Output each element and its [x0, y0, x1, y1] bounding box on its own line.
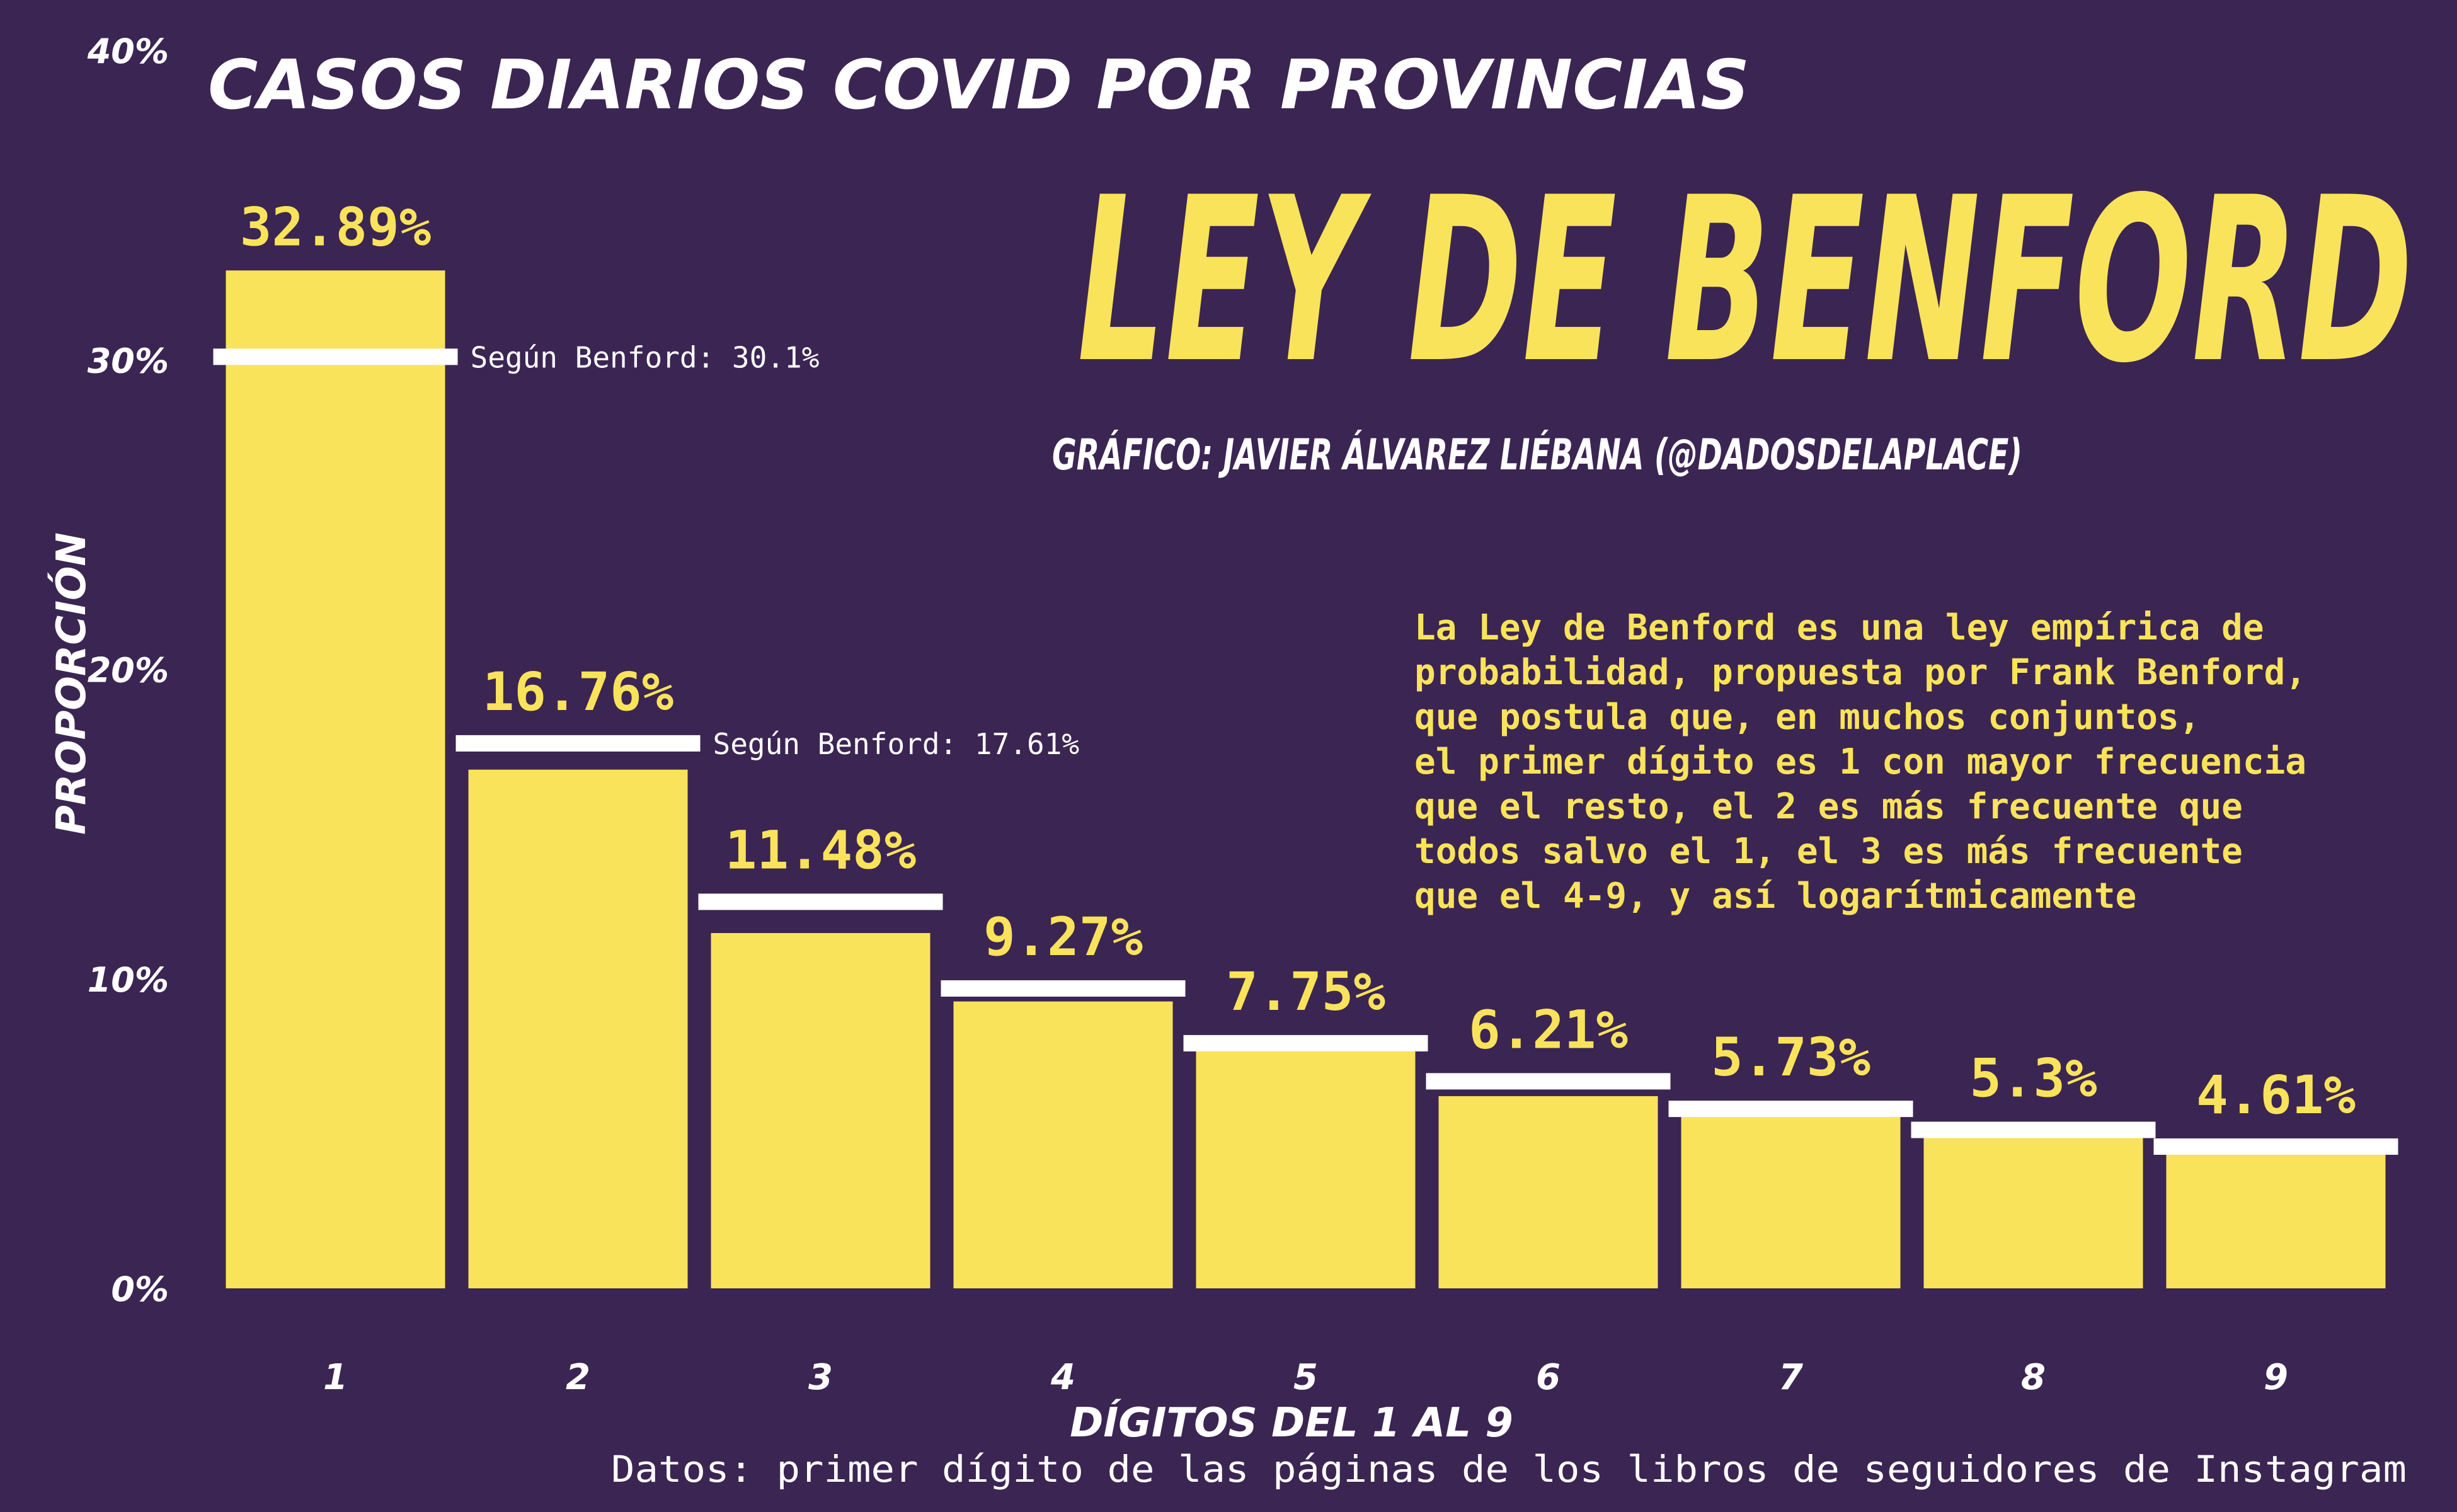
y-tick-label: 20%	[88, 651, 169, 690]
bar-digit-1	[226, 270, 445, 1288]
x-tick-label: 4	[1050, 1357, 1075, 1398]
y-tick-label: 0%	[111, 1269, 169, 1309]
x-tick-label: 6	[1536, 1357, 1561, 1398]
benford-line-digit-3	[698, 893, 943, 910]
chart-subtitle: CASOS DIARIOS COVID POR PROVINCIAS	[208, 46, 1750, 125]
x-tick-label: 2	[566, 1357, 590, 1398]
description-block: La Ley de Benford es una ley empírica de…	[1414, 607, 2306, 917]
y-axis-label: PROPORCIÓN	[47, 532, 95, 835]
benford-line-digit-7	[1668, 1101, 1913, 1118]
benford-line-digit-6	[1426, 1073, 1671, 1090]
bar-value-label: 5.73%	[1711, 1026, 1870, 1088]
y-axis-ticks: 0% 10% 20% 30% 40%	[87, 32, 169, 1309]
y-tick-label: 30%	[88, 341, 169, 381]
bar-value-label: 11.48%	[725, 819, 916, 881]
y-tick-label: 40%	[87, 32, 169, 71]
benford-reference-lines: Según Benford: 30.1% Según Benford: 17.61…	[213, 340, 2398, 1155]
bar-digit-9	[2166, 1145, 2386, 1288]
x-tick-label: 8	[2021, 1357, 2046, 1398]
bar-digit-8	[1923, 1124, 2143, 1288]
benford-line-digit-1	[213, 348, 458, 365]
description-line: el primer dígito es 1 con mayor frecuenc…	[1414, 742, 2306, 782]
description-line: que postula que, en muchos conjuntos,	[1414, 697, 2200, 738]
description-line: que el resto, el 2 es más frecuente que	[1414, 786, 2243, 827]
bar-value-label: 6.21%	[1469, 999, 1628, 1060]
y-tick-label: 10%	[88, 960, 169, 1000]
bar-value-label: 16.76%	[483, 661, 673, 723]
description-line: que el 4-9, y así logarítmicamente	[1414, 876, 2136, 917]
chart-credit: GRÁFICO: JAVIER ÁLVAREZ LIÉBANA (@DADOSD…	[1052, 430, 2022, 480]
benford-annotation: Según Benford: 30.1%	[471, 340, 820, 374]
benford-annotation: Según Benford: 17.61%	[713, 727, 1080, 761]
bar-value-label: 7.75%	[1226, 961, 1385, 1022]
x-axis-label: DÍGITOS DEL 1 AL 9	[1070, 1399, 1513, 1446]
bars	[226, 270, 2386, 1288]
x-axis-ticks: 1 2 3 4 5 6 7 8 9	[323, 1357, 2288, 1398]
bar-digit-3	[711, 933, 931, 1288]
description-line: La Ley de Benford es una ley empírica de	[1414, 607, 2264, 648]
bar-value-label: 32.89%	[240, 196, 431, 258]
x-tick-label: 1	[323, 1357, 348, 1398]
bar-digit-7	[1681, 1111, 1901, 1288]
x-tick-label: 3	[808, 1357, 833, 1398]
bar-value-label: 5.3%	[1969, 1047, 2097, 1109]
bar-digit-2	[468, 769, 688, 1288]
description-line: probabilidad, propuesta por Frank Benfor…	[1414, 652, 2306, 693]
chart-headline: LEY DE BENFORD	[1077, 149, 2413, 413]
x-tick-label: 5	[1293, 1357, 1318, 1398]
bar-digit-5	[1196, 1048, 1416, 1288]
description-line: todos salvo el 1, el 3 es más frecuente	[1414, 831, 2243, 872]
x-tick-label: 7	[1778, 1357, 1803, 1398]
benford-line-digit-2	[455, 735, 701, 752]
bar-value-label: 4.61%	[2196, 1064, 2356, 1126]
bar-value-label: 9.27%	[983, 906, 1143, 968]
benford-line-digit-4	[941, 980, 1186, 997]
bar-digit-4	[953, 1001, 1173, 1288]
x-tick-label: 9	[2264, 1357, 2288, 1398]
bar-digit-6	[1438, 1096, 1658, 1288]
benford-line-digit-8	[1911, 1121, 2156, 1138]
bar-value-labels: 32.89% 16.76% 11.48% 9.27% 7.75% 6.21% 5.73% 5.…	[240, 196, 2356, 1126]
data-caption: Datos: primer dígito de las páginas de l…	[611, 1448, 2407, 1491]
benford-line-digit-9	[2153, 1138, 2398, 1155]
benford-line-digit-5	[1183, 1034, 1428, 1051]
